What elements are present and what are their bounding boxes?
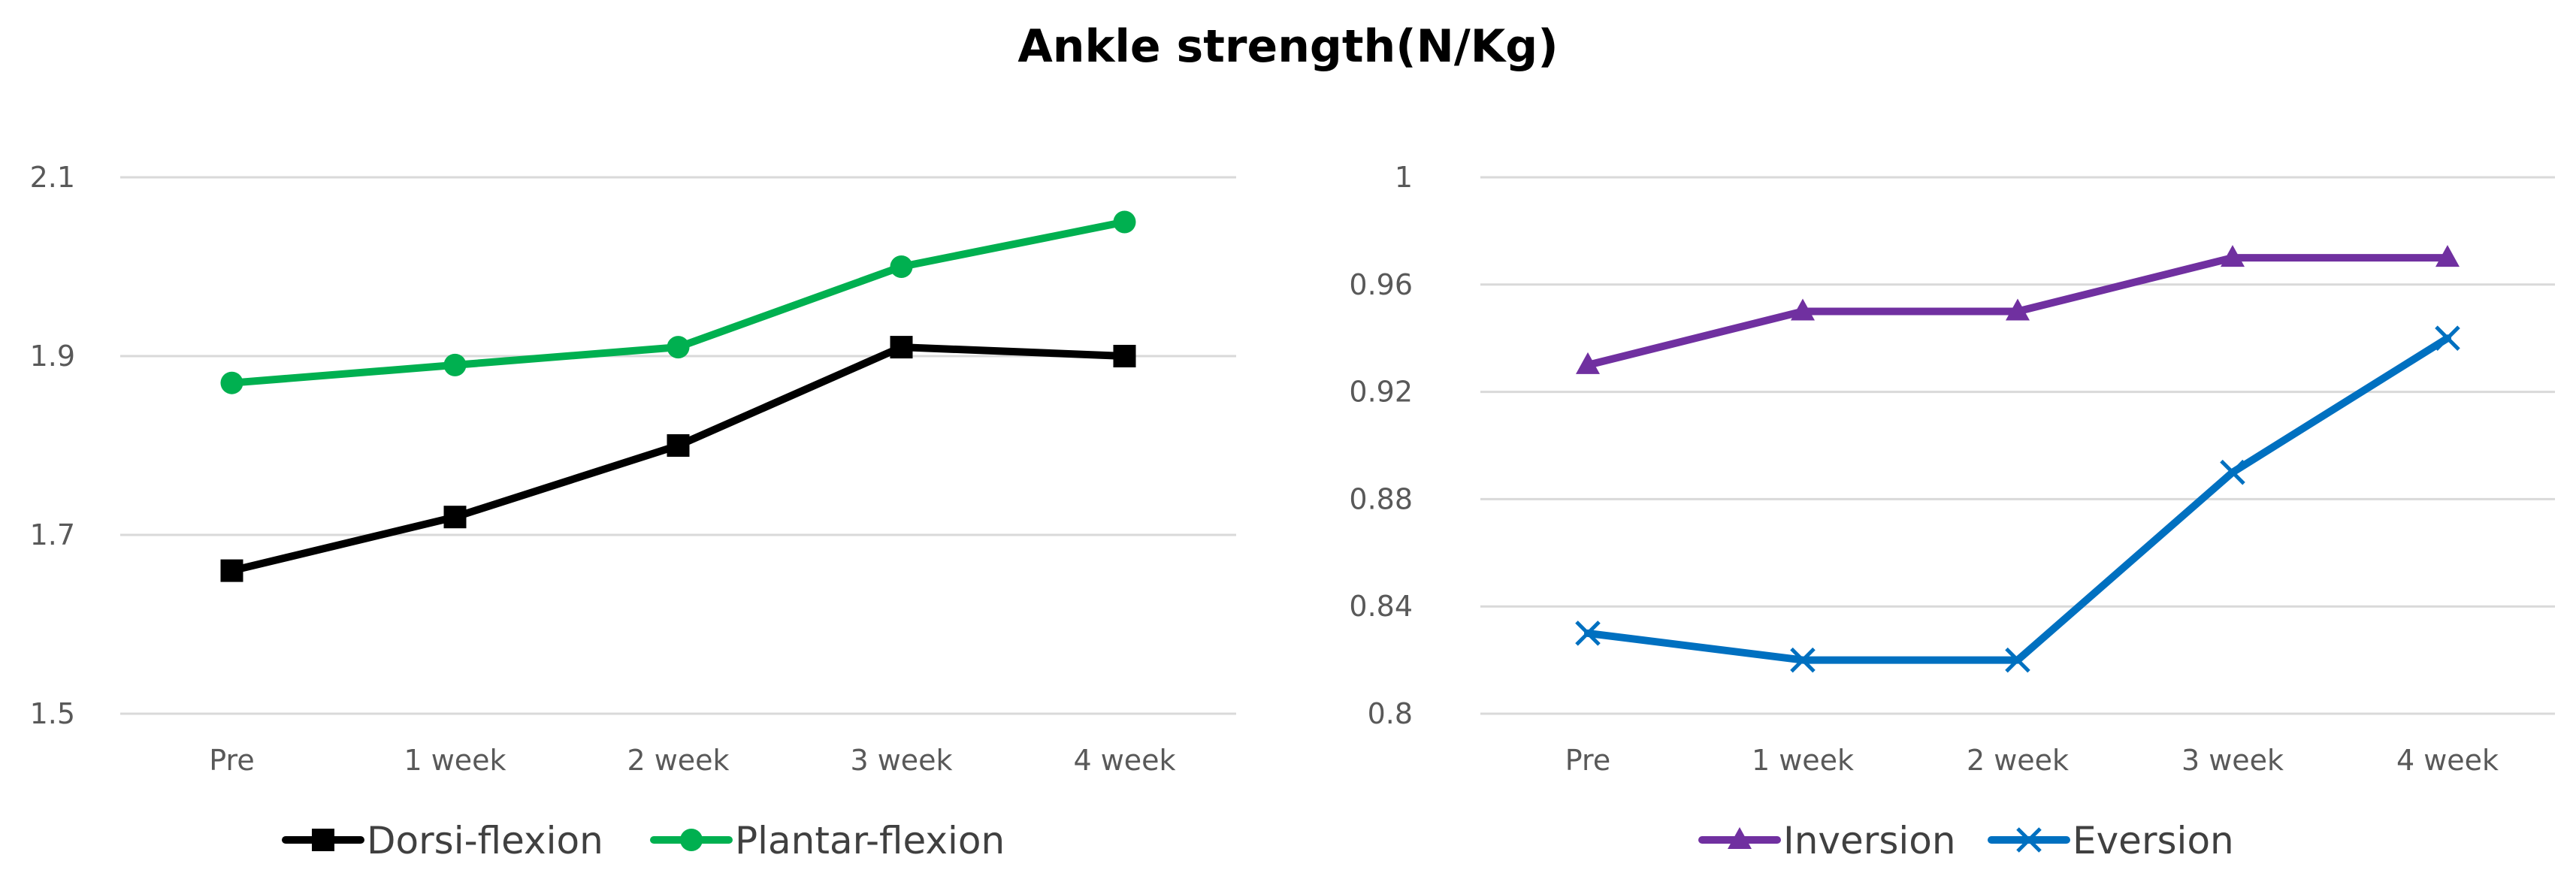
data-point: [667, 336, 690, 359]
legend-marker: [1728, 827, 1752, 849]
x-tick-label: 3 week: [850, 744, 952, 777]
y-tick-label: 0.88: [1349, 482, 1413, 515]
x-tick-label: 4 week: [1073, 744, 1175, 777]
y-tick-label: 0.84: [1349, 590, 1413, 623]
x-tick-label: 1 week: [1752, 744, 1854, 777]
data-point: [2435, 325, 2460, 351]
data-point: [1575, 621, 1601, 646]
data-point: [443, 353, 467, 376]
data-point: [1790, 647, 1816, 673]
data-point: [2005, 647, 2030, 673]
x-tick-label: 2 week: [627, 744, 729, 777]
marker-stroke: [1790, 647, 1816, 673]
marker-stroke: [2435, 325, 2460, 351]
data-point: [890, 255, 913, 278]
x-tick-label: 3 week: [2181, 744, 2284, 777]
data-point: [2435, 245, 2460, 267]
y-tick-label: 1.9: [30, 340, 75, 373]
y-tick-label: 0.92: [1349, 376, 1413, 409]
data-point: [2220, 459, 2245, 485]
marker-stroke: [1575, 621, 1601, 646]
legend-label: Dorsi-flexion: [367, 819, 603, 862]
x-tick-label: Pre: [209, 744, 254, 777]
data-point: [443, 506, 467, 529]
data-point: [1113, 210, 1136, 234]
data-point: [220, 371, 243, 394]
data-point: [1576, 352, 1600, 374]
y-tick-label: 0.96: [1349, 268, 1413, 301]
left-chart: 1.5 1.7 1.9 2.1 Pre 1 week 2 week 3 week 4 week D…: [30, 161, 1236, 862]
legend-label: Plantar-flexion: [735, 819, 1005, 862]
legend-marker: [680, 829, 703, 851]
series-line-plantar-flexion: [228, 218, 1129, 387]
data-point: [220, 559, 243, 582]
right-chart: 0.8 0.84 0.88 0.92 0.96 1 Pre 1 week 2 week 3 wee…: [1349, 161, 2555, 862]
x-tick-label: 4 week: [2396, 744, 2499, 777]
y-tick-label: 1: [1395, 161, 1413, 194]
x-tick-label: Pre: [1565, 744, 1610, 777]
legend-marker: [2016, 827, 2042, 853]
data-point: [2221, 245, 2245, 267]
data-point: [1791, 298, 1815, 321]
x-tick-label: 2 week: [1967, 744, 2069, 777]
legend-entry: Plantar-flexion: [650, 819, 1005, 862]
y-tick-label: 1.7: [30, 518, 75, 551]
legend-label: Eversion: [2073, 819, 2234, 862]
y-tick-label: 0.8: [1368, 697, 1413, 730]
y-tick-label: 2.1: [30, 161, 75, 194]
series-line-dorsi-flexion: [228, 343, 1129, 575]
data-point: [1113, 345, 1136, 367]
marker-stroke: [2005, 647, 2030, 673]
marker-stroke: [2220, 459, 2245, 485]
x-tick-label: 1 week: [404, 744, 506, 777]
data-point: [890, 336, 913, 359]
y-tick-label: 1.5: [30, 697, 75, 730]
legend-entry: Inversion: [1698, 819, 1956, 862]
marker-stroke: [2016, 827, 2042, 853]
chart-title: Ankle strength(N/Kg): [1017, 20, 1558, 73]
legend-entry: Dorsi-flexion: [282, 819, 603, 862]
legend-entry: Eversion: [1988, 819, 2234, 862]
legend-label: Inversion: [1783, 819, 1956, 862]
data-point: [2006, 298, 2030, 321]
data-point: [667, 434, 690, 457]
legend-marker: [312, 829, 334, 851]
